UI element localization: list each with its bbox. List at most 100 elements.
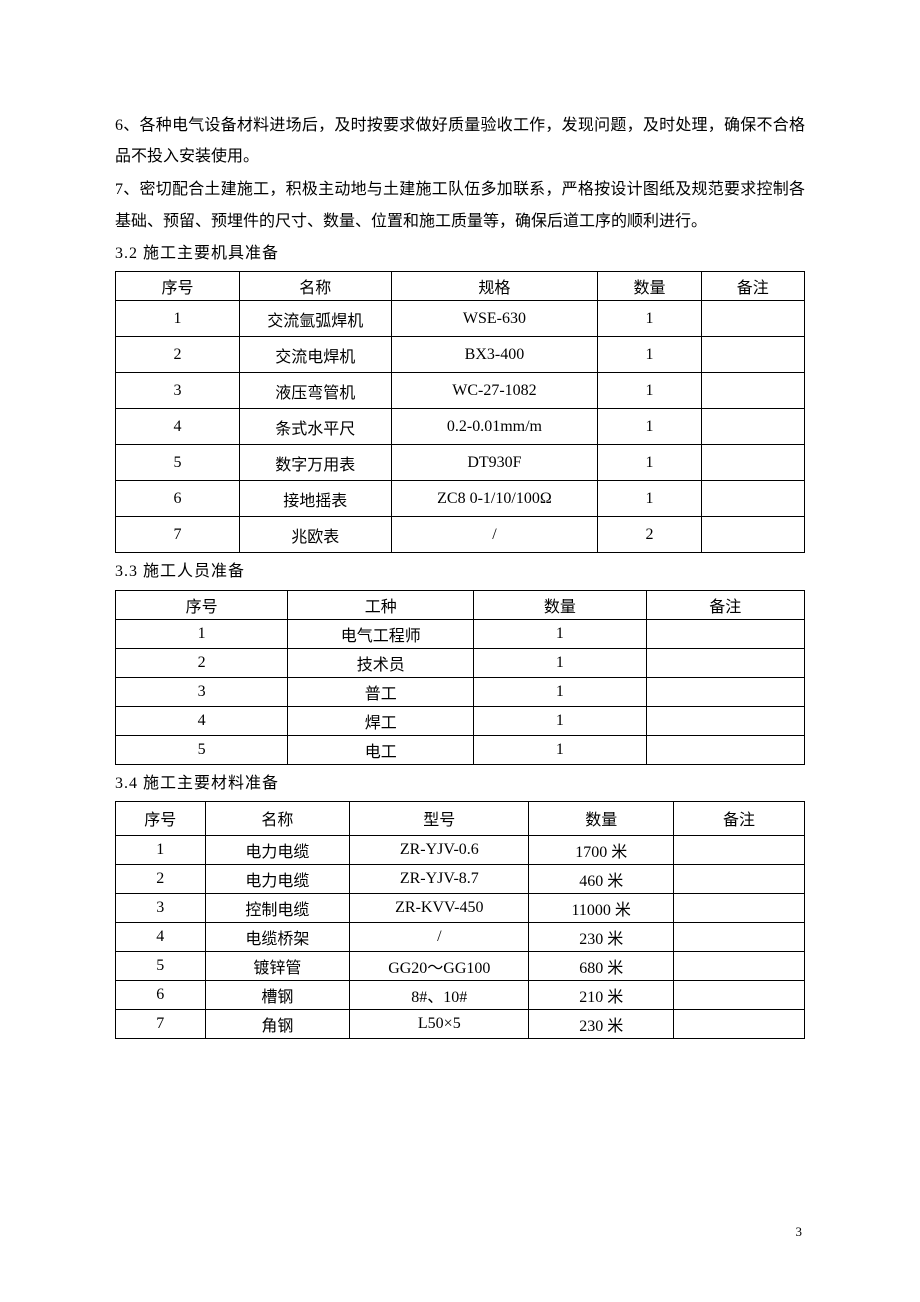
col-qty: 数量: [529, 801, 674, 835]
cell: GG20～GG100: [350, 951, 529, 980]
cell: /: [391, 517, 598, 553]
table-header-row: 序号 名称 型号 数量 备注: [116, 801, 805, 835]
cell: 交流电焊机: [240, 337, 392, 373]
cell: ZR-YJV-0.6: [350, 835, 529, 864]
table-row: 4电缆桥架/230 米: [116, 922, 805, 951]
col-remark: 备注: [701, 272, 804, 301]
cell: 1: [116, 301, 240, 337]
cell: 230 米: [529, 1009, 674, 1038]
cell: 4: [116, 706, 288, 735]
cell: 5: [116, 951, 206, 980]
cell: 1: [598, 337, 701, 373]
col-seq: 序号: [116, 801, 206, 835]
cell: 11000 米: [529, 893, 674, 922]
col-seq: 序号: [116, 272, 240, 301]
col-seq: 序号: [116, 590, 288, 619]
cell: 3: [116, 677, 288, 706]
table-row: 2电力电缆ZR-YJV-8.7460 米: [116, 864, 805, 893]
cell: 交流氩弧焊机: [240, 301, 392, 337]
table-row: 5电工1: [116, 735, 805, 764]
cell: 1: [474, 706, 646, 735]
cell: [646, 619, 804, 648]
cell: [674, 980, 805, 1009]
cell: 1: [474, 619, 646, 648]
cell: L50×5: [350, 1009, 529, 1038]
section-3-2-title: 3.2 施工主要机具准备: [115, 239, 805, 269]
cell: [646, 735, 804, 764]
cell: 1: [598, 301, 701, 337]
cell: 1700 米: [529, 835, 674, 864]
cell: 控制电缆: [205, 893, 350, 922]
col-name: 名称: [205, 801, 350, 835]
cell: 230 米: [529, 922, 674, 951]
cell: 210 米: [529, 980, 674, 1009]
cell: 数字万用表: [240, 445, 392, 481]
cell: [646, 677, 804, 706]
materials-table: 序号 名称 型号 数量 备注 1电力电缆ZR-YJV-0.61700 米 2电力…: [115, 801, 805, 1039]
page-number: 3: [796, 1224, 803, 1240]
cell: 2: [116, 864, 206, 893]
table-header-row: 序号 工种 数量 备注: [116, 590, 805, 619]
cell: [646, 648, 804, 677]
cell: 液压弯管机: [240, 373, 392, 409]
col-spec: 规格: [391, 272, 598, 301]
section-3-3-title: 3.3 施工人员准备: [115, 557, 805, 587]
table-row: 3普工1: [116, 677, 805, 706]
cell: 1: [598, 445, 701, 481]
cell: [674, 893, 805, 922]
table-row: 3控制电缆ZR-KVV-45011000 米: [116, 893, 805, 922]
table-row: 1交流氩弧焊机WSE-6301: [116, 301, 805, 337]
cell: 1: [474, 735, 646, 764]
cell: [674, 922, 805, 951]
cell: DT930F: [391, 445, 598, 481]
table-row: 4焊工1: [116, 706, 805, 735]
cell: BX3-400: [391, 337, 598, 373]
cell: 技术员: [288, 648, 474, 677]
cell: [674, 835, 805, 864]
cell: [701, 517, 804, 553]
cell: [701, 301, 804, 337]
cell: ZC8 0-1/10/100Ω: [391, 481, 598, 517]
cell: 6: [116, 481, 240, 517]
cell: 1: [598, 373, 701, 409]
cell: 4: [116, 409, 240, 445]
cell: [701, 481, 804, 517]
table-row: 5数字万用表DT930F1: [116, 445, 805, 481]
col-remark: 备注: [674, 801, 805, 835]
table-row: 7兆欧表/2: [116, 517, 805, 553]
cell: 680 米: [529, 951, 674, 980]
cell: 槽钢: [205, 980, 350, 1009]
table-row: 1电力电缆ZR-YJV-0.61700 米: [116, 835, 805, 864]
table-row: 2交流电焊机BX3-4001: [116, 337, 805, 373]
cell: 3: [116, 373, 240, 409]
cell: 7: [116, 517, 240, 553]
cell: [701, 373, 804, 409]
col-qty: 数量: [598, 272, 701, 301]
table-row: 5镀锌管GG20～GG100680 米: [116, 951, 805, 980]
cell: 1: [474, 648, 646, 677]
cell: [674, 864, 805, 893]
table-row: 6槽钢8#、10#210 米: [116, 980, 805, 1009]
paragraph-6: 6、各种电气设备材料进场后，及时按要求做好质量验收工作，发现问题，及时处理，确保…: [115, 110, 805, 172]
cell: 镀锌管: [205, 951, 350, 980]
cell: 460 米: [529, 864, 674, 893]
cell: [701, 445, 804, 481]
cell: 条式水平尺: [240, 409, 392, 445]
cell: [701, 337, 804, 373]
cell: /: [350, 922, 529, 951]
cell: [646, 706, 804, 735]
table-row: 3液压弯管机WC-27-10821: [116, 373, 805, 409]
equipment-table: 序号 名称 规格 数量 备注 1交流氩弧焊机WSE-6301 2交流电焊机BX3…: [115, 271, 805, 553]
table-row: 2技术员1: [116, 648, 805, 677]
cell: [701, 409, 804, 445]
cell: 5: [116, 445, 240, 481]
cell: [674, 1009, 805, 1038]
table-row: 6接地摇表ZC8 0-1/10/100Ω1: [116, 481, 805, 517]
cell: 焊工: [288, 706, 474, 735]
cell: 1: [116, 619, 288, 648]
cell: 1: [598, 409, 701, 445]
cell: 4: [116, 922, 206, 951]
table-header-row: 序号 名称 规格 数量 备注: [116, 272, 805, 301]
cell: 电气工程师: [288, 619, 474, 648]
cell: 电力电缆: [205, 835, 350, 864]
